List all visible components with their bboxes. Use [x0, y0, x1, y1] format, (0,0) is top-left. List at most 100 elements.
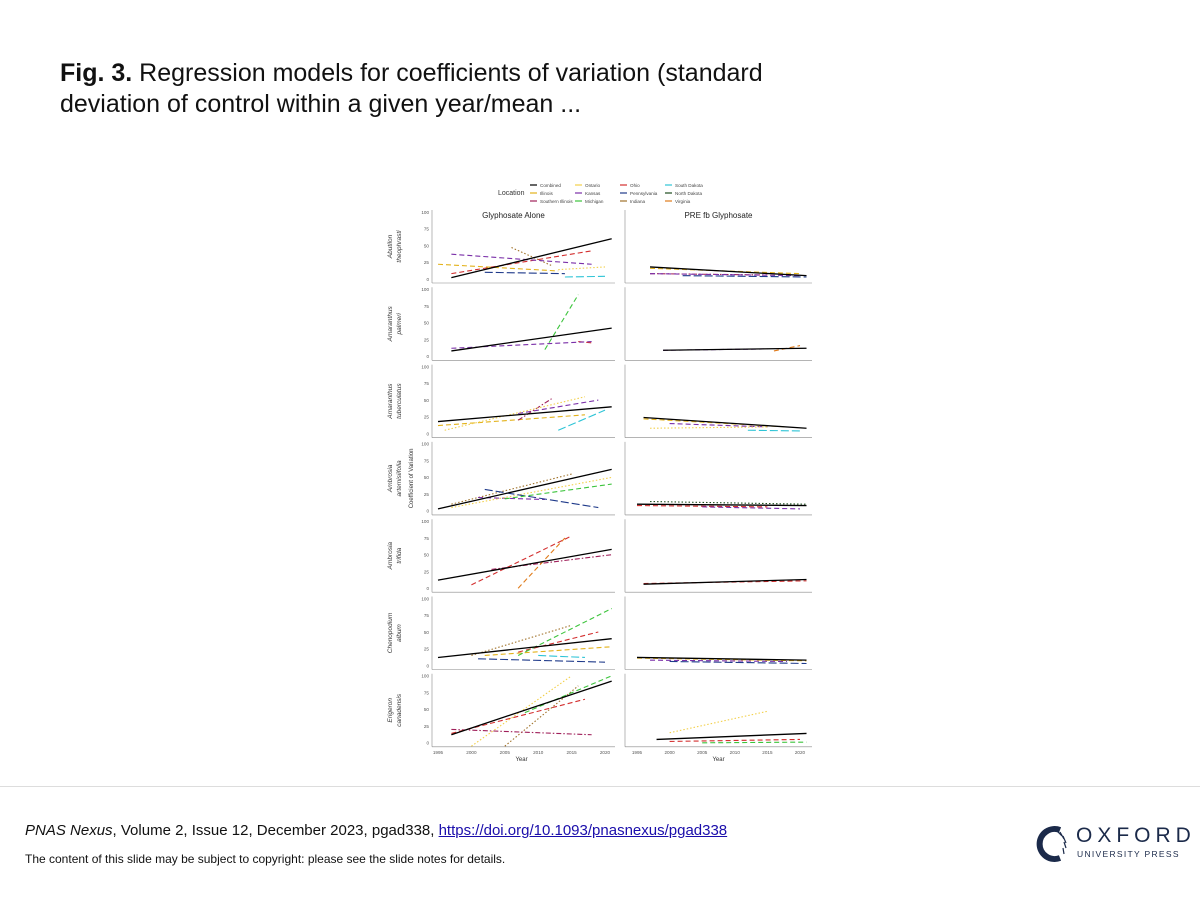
series-line-ontario: [444, 396, 586, 431]
x-axis-title: Year: [515, 757, 527, 763]
series-line-kansas: [702, 506, 801, 510]
row-label-genus: Amaranthus: [387, 383, 394, 420]
series-line-ohio: [636, 504, 768, 508]
row-label-species: tuberculatus: [396, 383, 403, 419]
column-title: Glyphosate Alone: [482, 211, 545, 220]
legend-label: Michigan: [585, 199, 604, 204]
series-line-combined: [437, 638, 612, 659]
series-line-south-dakota: [747, 429, 801, 432]
series-line-combined: [663, 347, 807, 351]
y-tick-label: 100: [421, 442, 429, 447]
x-tick-label: 2005: [500, 750, 511, 755]
series-line-combined: [437, 468, 612, 510]
figure-caption: Regression models for coefficients of va…: [60, 59, 763, 118]
series-line-virginia: [773, 345, 801, 352]
legend-label: South Dakota: [675, 183, 703, 188]
series-line-combined: [636, 656, 807, 661]
column-title: PRE fb Glyphosate: [684, 211, 753, 220]
panel: [451, 294, 612, 352]
series-line-southern-illinois: [451, 728, 592, 736]
series-line-combined: [643, 416, 807, 429]
legend-label: North Dakota: [675, 191, 703, 196]
faceted-line-chart: Location Combined Illinois Southern Illinoi…: [387, 183, 812, 763]
x-tick-label: 2010: [730, 750, 741, 755]
series-line-ontario: [669, 710, 768, 734]
series-line-pennsylvania: [484, 488, 599, 509]
panel: [437, 535, 612, 589]
legend-label: Ontario: [585, 183, 601, 188]
y-tick-label: 100: [421, 287, 429, 292]
row-label-species: canadensis: [396, 693, 403, 727]
x-tick-label: 2015: [566, 750, 577, 755]
series-line-ontario: [650, 426, 768, 429]
series-line-kansas: [669, 423, 768, 428]
x-axis-title: Year: [712, 757, 724, 763]
legend-label: Southern Illinois: [540, 199, 573, 204]
series-line-ohio: [669, 738, 801, 743]
series-line-south-dakota: [564, 275, 606, 278]
series-line-ontario: [451, 476, 612, 509]
y-tick-label: 75: [424, 227, 430, 232]
y-tick-label: 50: [424, 398, 430, 403]
legend-label: Illinois: [540, 191, 553, 196]
y-tick-label: 25: [424, 415, 430, 420]
y-axis-title: Coefficient of Variation: [409, 448, 415, 508]
y-tick-label: 50: [424, 475, 430, 480]
row-label-genus: Amaranthus: [387, 306, 394, 343]
citation: PNAS Nexus, Volume 2, Issue 12, December…: [25, 822, 727, 839]
legend-label: Combined: [540, 183, 561, 188]
y-tick-label: 25: [424, 647, 430, 652]
legend-label: Ohio: [630, 183, 640, 188]
series-line-ohio: [451, 250, 592, 275]
row-label-genus: Erigeron: [387, 698, 394, 723]
panel: [437, 238, 612, 279]
x-tick-label: 2020: [795, 750, 806, 755]
series-line-south-dakota: [538, 654, 585, 659]
panel: [437, 608, 612, 663]
doi-link[interactable]: https://doi.org/10.1093/pnasnexus/pgad33…: [438, 822, 728, 839]
y-tick-label: 75: [424, 690, 430, 695]
panel: [643, 416, 807, 432]
panel: [663, 345, 807, 352]
series-line-combined: [451, 327, 612, 352]
series-line-illinois: [437, 414, 586, 427]
series-line-combined: [437, 548, 612, 581]
panel: [451, 675, 612, 747]
series-line-combined: [636, 503, 807, 507]
logo-wordmark: OXFORD: [1076, 824, 1196, 847]
series-line-illinois: [437, 263, 559, 272]
y-tick-label: 50: [424, 243, 430, 248]
panel: [636, 500, 807, 510]
panel: [636, 656, 807, 665]
slide-title: Fig. 3. Regression models for coefficien…: [60, 58, 860, 120]
series-line-pennsylvania: [478, 658, 606, 663]
oup-ring-icon: [1036, 826, 1067, 862]
legend-label: Pennsylvania: [630, 191, 658, 196]
row-label-genus: Ambrosia: [387, 542, 394, 571]
y-tick-label: 100: [421, 210, 429, 215]
y-tick-label: 0: [426, 277, 429, 282]
series-line-combined: [656, 732, 807, 741]
y-tick-label: 75: [424, 381, 430, 386]
x-tick-label: 2000: [466, 750, 477, 755]
legend-label: Indiana: [630, 199, 646, 204]
panel: [650, 266, 807, 278]
y-tick-label: 50: [424, 630, 430, 635]
series-line-indiana: [504, 685, 579, 747]
legend-title: Location: [498, 190, 525, 197]
panel: [437, 396, 612, 431]
figure-number: Fig. 3.: [60, 59, 133, 87]
footer-divider: [0, 786, 1200, 787]
y-tick-label: 0: [426, 354, 429, 359]
y-tick-label: 75: [424, 613, 430, 618]
y-tick-label: 100: [421, 674, 429, 679]
series-line-southern-illinois: [517, 398, 552, 421]
series-line-ohio: [451, 698, 586, 734]
x-tick-label: 2005: [697, 750, 708, 755]
panel: [656, 710, 807, 744]
series-line-illinois: [636, 657, 807, 662]
series-line-ontario: [471, 675, 572, 747]
y-tick-label: 25: [424, 724, 430, 729]
x-tick-label: 2010: [533, 750, 544, 755]
x-tick-label: 2020: [600, 750, 611, 755]
